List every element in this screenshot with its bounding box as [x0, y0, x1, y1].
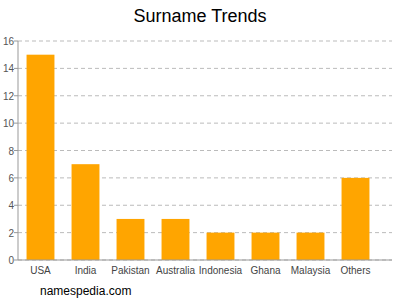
y-tick — [14, 260, 18, 261]
bar — [252, 233, 280, 260]
x-tick-label: USA — [30, 265, 51, 276]
bar — [72, 164, 100, 260]
y-tick — [14, 150, 18, 151]
y-tick — [14, 95, 18, 96]
x-tick-label: Australia — [156, 265, 195, 276]
y-tick-label: 4 — [8, 200, 14, 211]
x-tick-label: Indonesia — [199, 265, 243, 276]
bar — [342, 178, 370, 260]
y-tick — [14, 205, 18, 206]
y-tick — [14, 232, 18, 233]
y-tick-label: 10 — [3, 118, 15, 129]
bar — [207, 233, 235, 260]
y-tick-label: 6 — [8, 173, 14, 184]
bars — [27, 55, 370, 260]
y-tick-label: 8 — [8, 146, 14, 157]
y-tick-label: 12 — [3, 91, 15, 102]
grid-line — [18, 150, 392, 151]
y-tick-label: 0 — [8, 255, 14, 266]
y-tick — [14, 68, 18, 69]
grid-line — [18, 41, 392, 42]
y-tick-label: 16 — [3, 36, 15, 47]
bar — [117, 219, 145, 260]
grid-line — [18, 123, 392, 124]
x-tick-label: Pakistan — [111, 265, 149, 276]
bar — [297, 233, 325, 260]
bar — [162, 219, 190, 260]
bar — [27, 55, 55, 260]
grid-line — [18, 68, 392, 69]
source-text: namespedia.com — [40, 284, 131, 298]
y-tick-label: 14 — [3, 63, 15, 74]
chart-title: Surname Trends — [133, 6, 266, 26]
grid-line — [18, 260, 392, 261]
y-tick-label: 2 — [8, 228, 14, 239]
x-tick-label: India — [75, 265, 97, 276]
y-axis — [18, 41, 19, 260]
chart-svg: Surname Trends 0 2 4 6 8 10 12 14 16 USA India Pakis… — [0, 0, 400, 300]
y-tick — [14, 41, 18, 42]
x-tick-label: Ghana — [250, 265, 280, 276]
chart-container: Surname Trends 0 2 4 6 8 10 12 14 16 USA India Pakis… — [0, 0, 400, 300]
grid-line — [18, 95, 392, 96]
y-tick — [14, 177, 18, 178]
x-tick-label: Others — [340, 265, 370, 276]
y-tick — [14, 123, 18, 124]
x-axis — [18, 260, 392, 261]
x-tick-label: Malaysia — [291, 265, 331, 276]
